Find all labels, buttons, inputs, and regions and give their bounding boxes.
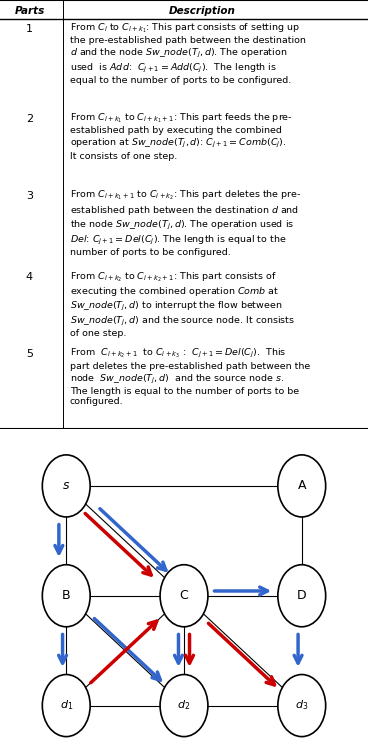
Text: s: s	[63, 480, 70, 492]
Text: $d_1$: $d_1$	[60, 698, 73, 712]
Text: From  $C_{i+k_2+1}$  to $C_{i+k_3}$ :  $C_{j+1} = Del(C_j)$.  This
part deletes : From $C_{i+k_2+1}$ to $C_{i+k_3}$ : $C_{…	[70, 347, 310, 406]
Circle shape	[278, 675, 326, 737]
Text: D: D	[297, 589, 307, 602]
Circle shape	[160, 675, 208, 737]
Text: 4: 4	[26, 272, 33, 282]
Text: From $C_{i+k_1}$ to $C_{i+k_1+1}$: This part feeds the pre-
established path by : From $C_{i+k_1}$ to $C_{i+k_1+1}$: This …	[70, 112, 293, 160]
Text: $d_3$: $d_3$	[295, 698, 308, 712]
Circle shape	[42, 455, 90, 517]
Text: From $C_{i+k_2}$ to $C_{i+k_2+1}$: This part consists of
executing the combined : From $C_{i+k_2}$ to $C_{i+k_2+1}$: This …	[70, 270, 295, 338]
Text: A: A	[297, 480, 306, 492]
Text: C: C	[180, 589, 188, 602]
Circle shape	[278, 565, 326, 627]
Text: B: B	[62, 589, 71, 602]
Text: 1: 1	[26, 24, 33, 33]
Text: 3: 3	[26, 191, 33, 201]
Circle shape	[278, 455, 326, 517]
Text: From $C_i$ to $C_{i+k_1}$: This part consists of setting up
the pre-established : From $C_i$ to $C_{i+k_1}$: This part con…	[70, 21, 306, 86]
Circle shape	[42, 565, 90, 627]
Text: From $C_{i+k_1+1}$ to $C_{i+k_2}$: This part deletes the pre-
established path b: From $C_{i+k_1+1}$ to $C_{i+k_2}$: This …	[70, 188, 301, 257]
Text: Parts: Parts	[14, 6, 45, 16]
Text: $d_2$: $d_2$	[177, 698, 191, 712]
Text: Description: Description	[169, 6, 236, 16]
Text: 5: 5	[26, 350, 33, 359]
Circle shape	[160, 565, 208, 627]
Circle shape	[42, 675, 90, 737]
Text: 2: 2	[26, 114, 33, 123]
